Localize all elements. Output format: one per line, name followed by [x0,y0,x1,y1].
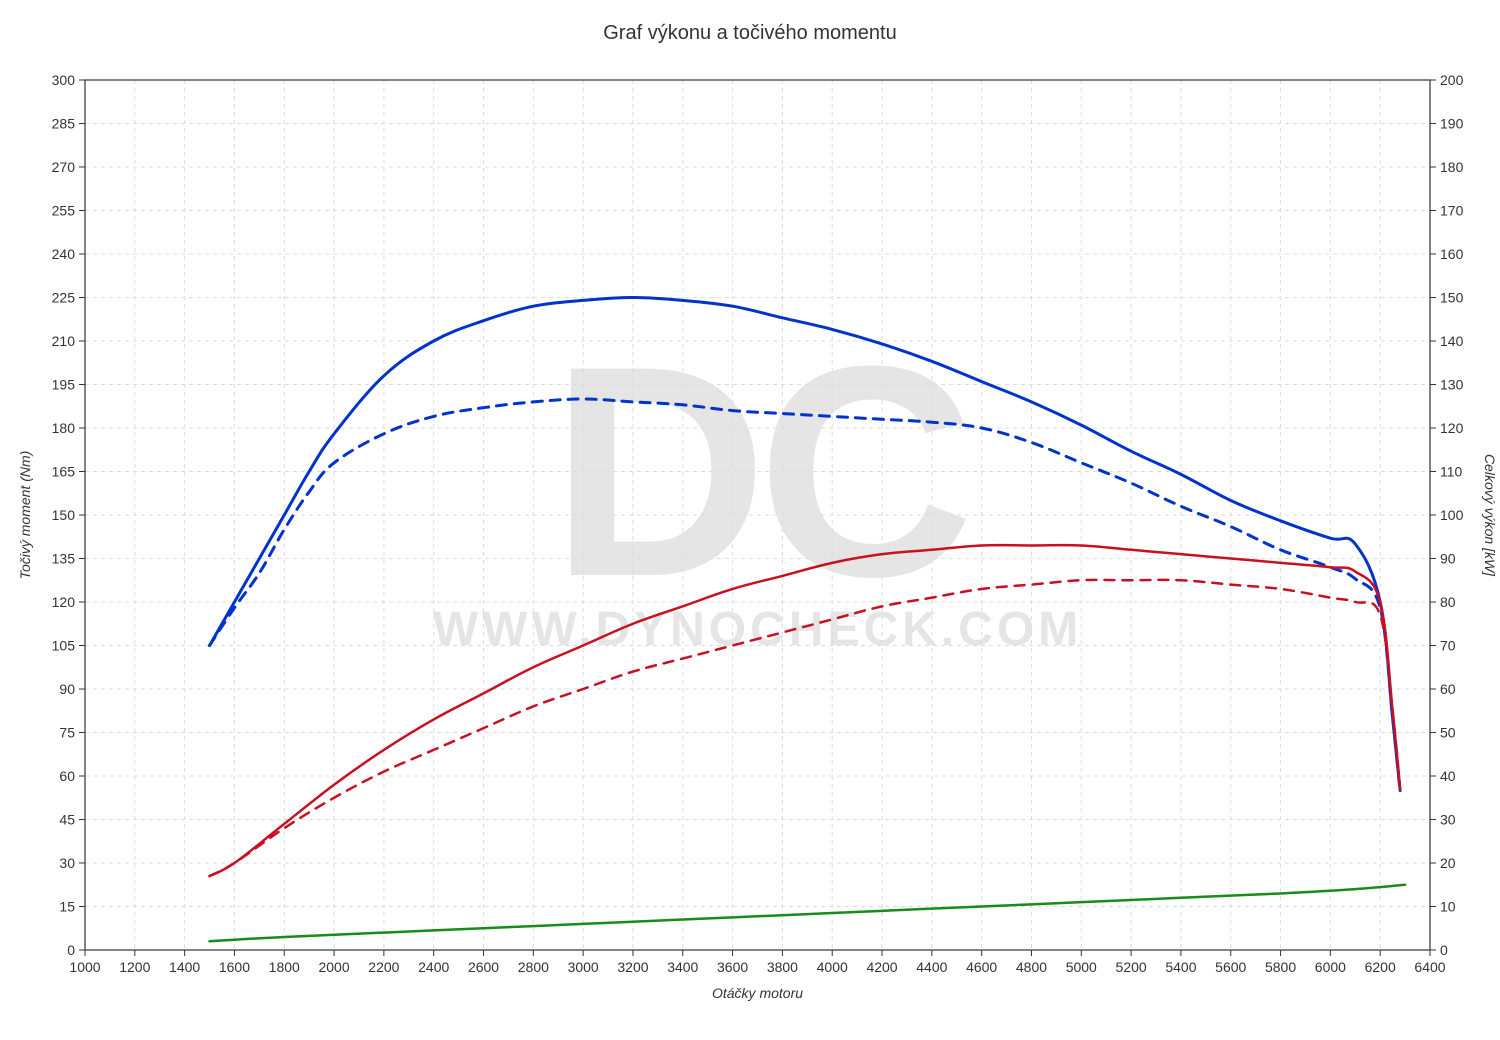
svg-text:1600: 1600 [219,959,250,975]
svg-text:180: 180 [52,420,76,436]
svg-text:180: 180 [1440,159,1464,175]
svg-text:80: 80 [1440,594,1456,610]
svg-text:30: 30 [1440,812,1456,828]
svg-text:170: 170 [1440,203,1464,219]
svg-text:2200: 2200 [368,959,399,975]
svg-text:1000: 1000 [69,959,100,975]
svg-text:130: 130 [1440,377,1464,393]
series-losses [210,885,1406,942]
svg-text:3600: 3600 [717,959,748,975]
svg-text:10: 10 [1440,899,1456,915]
svg-text:1200: 1200 [119,959,150,975]
svg-text:300: 300 [52,72,76,88]
svg-text:15: 15 [59,899,75,915]
svg-text:4000: 4000 [817,959,848,975]
svg-text:0: 0 [67,942,75,958]
svg-text:Otáčky motoru: Otáčky motoru [712,985,803,1001]
svg-text:2600: 2600 [468,959,499,975]
svg-text:5600: 5600 [1215,959,1246,975]
svg-text:30: 30 [59,855,75,871]
svg-text:120: 120 [52,594,76,610]
svg-text:5200: 5200 [1116,959,1147,975]
svg-text:6200: 6200 [1365,959,1396,975]
svg-text:3800: 3800 [767,959,798,975]
svg-text:270: 270 [52,159,76,175]
svg-text:3000: 3000 [568,959,599,975]
svg-text:105: 105 [52,638,76,654]
svg-text:210: 210 [52,333,76,349]
svg-text:1800: 1800 [269,959,300,975]
svg-text:90: 90 [59,681,75,697]
svg-text:20: 20 [1440,855,1456,871]
svg-text:285: 285 [52,116,76,132]
svg-text:2400: 2400 [418,959,449,975]
svg-text:Točivý moment (Nm): Točivý moment (Nm) [17,451,33,580]
svg-text:5400: 5400 [1165,959,1196,975]
svg-text:75: 75 [59,725,75,741]
svg-text:135: 135 [52,551,76,567]
svg-text:60: 60 [1440,681,1456,697]
dyno-chart: DCWWW.DYNOCHECK.COM100012001400160018002… [0,0,1500,1040]
svg-text:4400: 4400 [916,959,947,975]
svg-text:2000: 2000 [318,959,349,975]
svg-text:100: 100 [1440,507,1464,523]
svg-text:1400: 1400 [169,959,200,975]
svg-text:4200: 4200 [866,959,897,975]
svg-text:5800: 5800 [1265,959,1296,975]
svg-text:50: 50 [1440,725,1456,741]
svg-text:240: 240 [52,246,76,262]
svg-text:150: 150 [1440,290,1464,306]
svg-text:WWW.DYNOCHECK.COM: WWW.DYNOCHECK.COM [433,603,1082,656]
svg-text:45: 45 [59,812,75,828]
svg-text:190: 190 [1440,116,1464,132]
svg-text:3200: 3200 [617,959,648,975]
svg-text:165: 165 [52,464,76,480]
svg-text:40: 40 [1440,768,1456,784]
svg-text:110: 110 [1440,464,1463,480]
svg-text:3400: 3400 [667,959,698,975]
svg-text:225: 225 [52,290,76,306]
svg-text:4600: 4600 [966,959,997,975]
svg-text:90: 90 [1440,551,1456,567]
svg-text:5000: 5000 [1066,959,1097,975]
svg-text:160: 160 [1440,246,1464,262]
svg-text:6000: 6000 [1315,959,1346,975]
svg-text:0: 0 [1440,942,1448,958]
svg-text:200: 200 [1440,72,1464,88]
svg-text:150: 150 [52,507,76,523]
svg-text:140: 140 [1440,333,1464,349]
svg-text:6400: 6400 [1414,959,1445,975]
svg-text:2800: 2800 [518,959,549,975]
svg-text:4800: 4800 [1016,959,1047,975]
svg-text:60: 60 [59,768,75,784]
svg-text:Celkový výkon [kW]: Celkový výkon [kW] [1482,454,1498,577]
svg-text:255: 255 [52,203,76,219]
svg-text:70: 70 [1440,638,1456,654]
svg-text:120: 120 [1440,420,1464,436]
svg-text:195: 195 [52,377,76,393]
